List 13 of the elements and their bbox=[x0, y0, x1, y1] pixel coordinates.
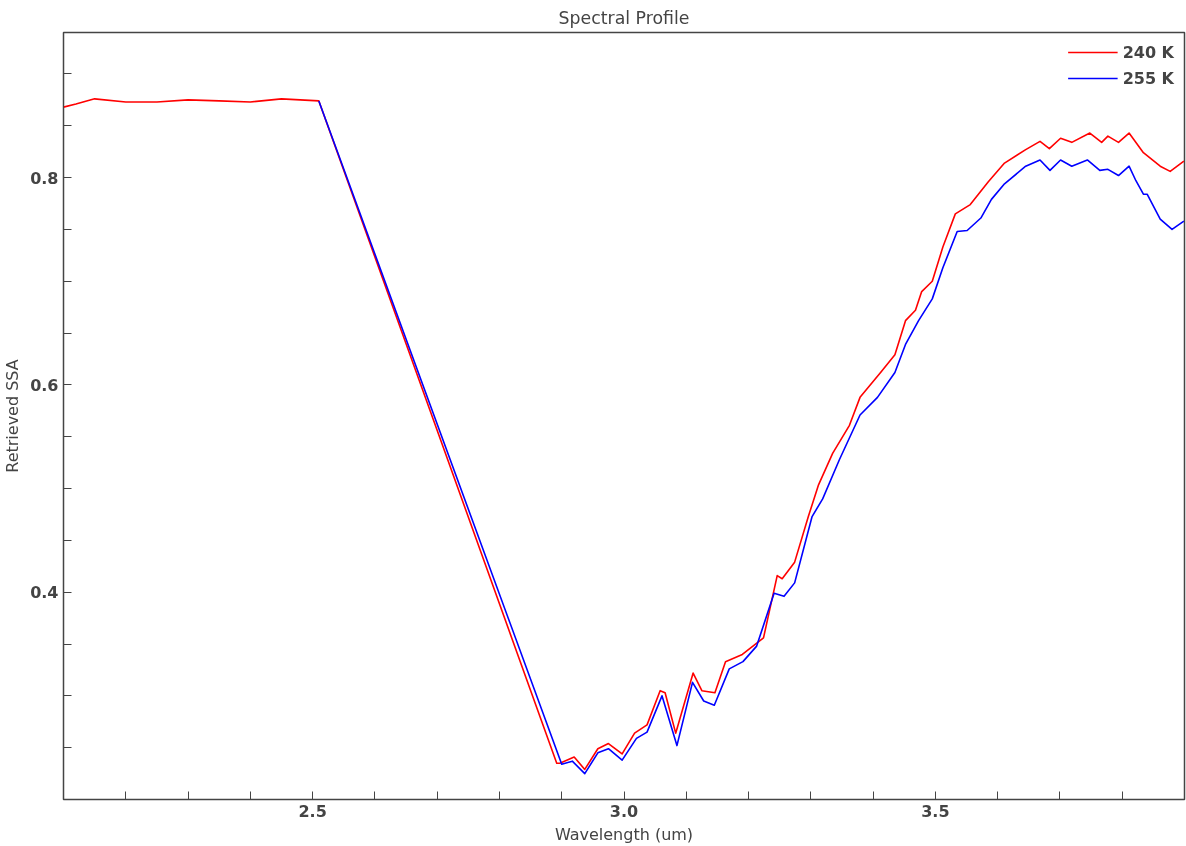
x-axis-title: Wavelength (um) bbox=[554, 824, 694, 844]
y-axis-title: Retrieved SSA bbox=[3, 359, 23, 473]
y-tick-label: 0.4 bbox=[30, 583, 59, 603]
legend-label: 255 K bbox=[1122, 68, 1174, 88]
legend-label: 240 K bbox=[1122, 42, 1174, 62]
chart-title: Spectral Profile bbox=[558, 7, 690, 28]
y-tick-label: 0.8 bbox=[30, 168, 59, 188]
x-tick-label: 2.5 bbox=[298, 801, 327, 821]
line-series bbox=[63, 98, 1185, 771]
y-tick-label: 0.6 bbox=[30, 375, 59, 395]
x-tick-label: 3.5 bbox=[921, 801, 950, 821]
x-tick-label: 3.0 bbox=[609, 801, 639, 821]
line-series bbox=[318, 100, 1185, 775]
